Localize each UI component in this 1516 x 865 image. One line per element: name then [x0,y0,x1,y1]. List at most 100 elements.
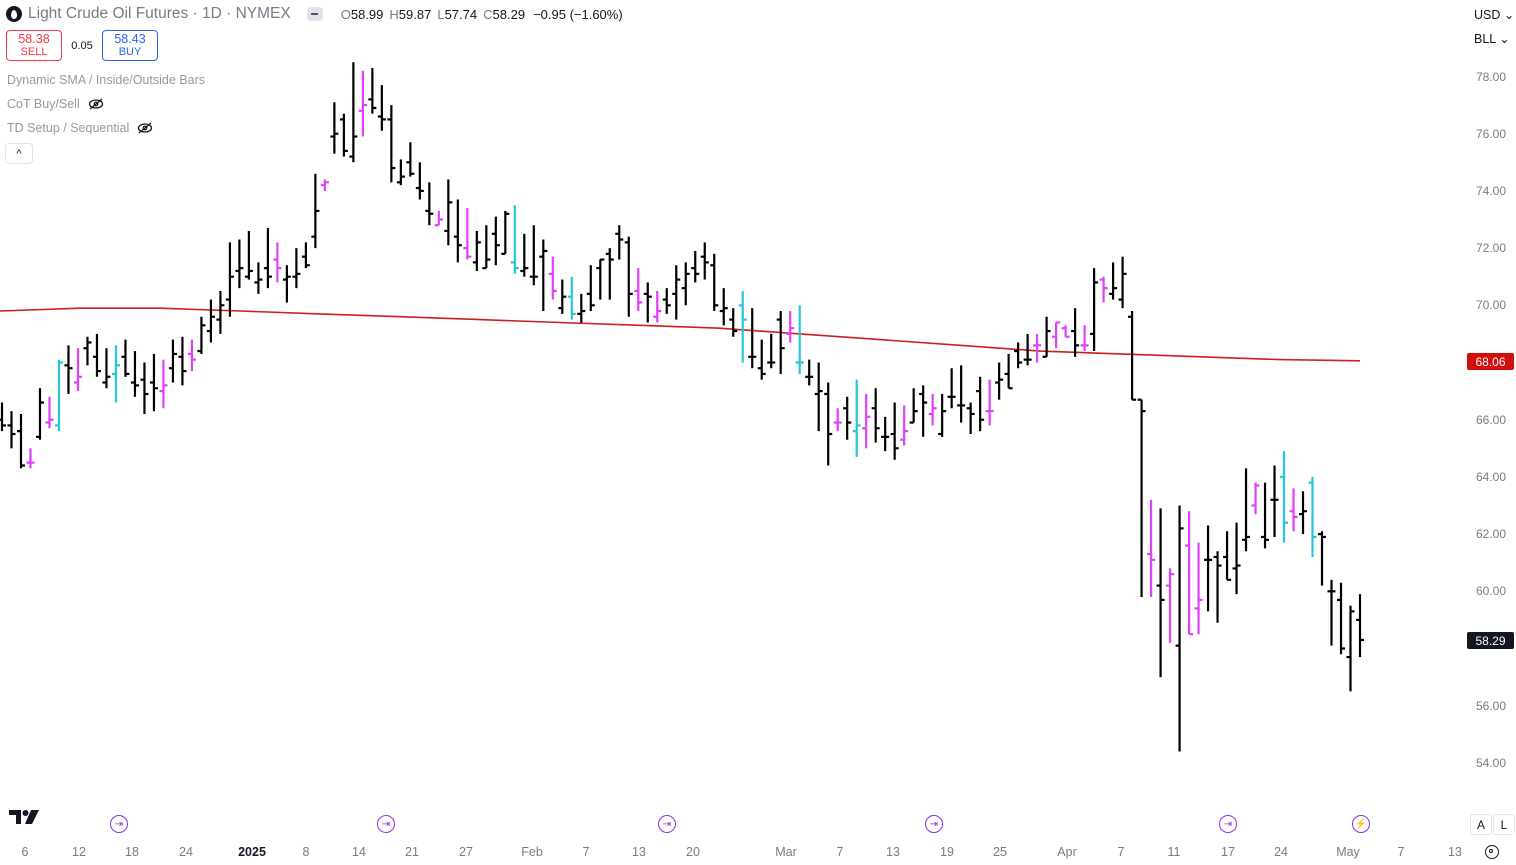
event-icon[interactable]: ⇥ [377,815,395,833]
ohlc-bar [653,291,662,323]
ohlc-bar [387,105,396,183]
spread-value: 0.05 [71,39,93,52]
gear-icon[interactable] [1485,845,1499,859]
ohlc-bar [1071,308,1080,357]
indicator-label: TD Setup / Sequential [7,121,130,135]
ohlc-bar [1327,579,1336,646]
ohlc-bar [1232,522,1241,595]
ohlc-bar [814,362,823,432]
chart-pane[interactable] [0,0,1466,840]
ohlc-bar [92,333,101,377]
lightning-icon[interactable]: ⚡ [1352,815,1370,833]
ohlc-bar [444,179,453,246]
chevron-up-icon[interactable]: ^ [5,143,33,164]
ohlc-bar [415,162,424,200]
indicator-dynamic-sma[interactable]: Dynamic SMA / Inside/Outside Bars [7,73,205,87]
ohlc-bar [586,265,595,312]
time-tick-label: 20 [686,845,700,859]
ohlc-bar [871,388,880,443]
ohlc-bar [358,70,367,137]
ohlc-values: O58.99 H59.87 L57.74 C58.29 −0.95 (−1.60… [340,6,623,22]
event-icon[interactable]: ⇥ [110,815,128,833]
ohlc-bar [624,236,633,317]
ohlc-bar [1270,465,1279,537]
ohlc-bar [263,228,272,289]
indicator-cot[interactable]: CoT Buy/Sell [7,97,104,111]
ohlc-bar [928,393,937,426]
time-tick-label: 7 [1397,845,1405,859]
time-tick-label: 2025 [238,845,266,859]
ohlc-bar [824,382,833,466]
ohlc-bar [1289,488,1298,532]
ohlc-bar [634,268,643,312]
ohlc-bar [890,402,899,460]
ohlc-bar [558,279,567,314]
time-tick-label: 13 [886,845,900,859]
ohlc-bar [54,359,63,432]
ohlc-bar [529,225,538,286]
ohlc-bar [1204,525,1213,612]
ohlc-bar [786,311,795,343]
ohlc-bar [149,353,158,412]
ohlc-bar [482,225,491,270]
indicator-td-sequential[interactable]: TD Setup / Sequential [7,121,153,135]
price-tick-label: 70.00 [1476,298,1507,313]
time-tick-label: 25 [993,845,1007,859]
ohlc-bar [881,416,890,452]
ohlc-bar [206,299,215,343]
eye-crossed-icon[interactable] [88,98,104,110]
indicator-label: Dynamic SMA / Inside/Outside Bars [7,73,205,87]
time-tick-label: Apr [1057,845,1077,859]
ohlc-bar [938,393,947,437]
sell-button[interactable]: 58.38 SELL [6,30,62,61]
ohlc-bar [216,291,225,334]
log-scale-button[interactable]: L [1493,814,1515,835]
ohlc-bar [472,230,481,271]
ohlc-bar [168,339,177,383]
ohlc-bar [26,448,35,469]
price-tick-label: 60.00 [1476,584,1507,599]
ohlc-bar [102,348,111,389]
time-tick-label: 24 [179,845,193,859]
ohlc-bar [368,67,377,114]
ohlc-bar [235,239,244,289]
event-icon[interactable]: ⇥ [1219,815,1237,833]
symbol-title[interactable]: Light Crude Oil Futures · 1D · NYMEX [28,5,291,22]
currency-select[interactable]: USD ⌄ [1474,8,1515,22]
legend-collapse-button[interactable] [306,7,323,21]
ohlc-bar [662,288,671,314]
ohlc-bar [643,282,652,323]
ohlc-bar [520,233,529,277]
event-icon[interactable]: ⇥ [658,815,676,833]
time-tick-label: 17 [1221,845,1235,859]
ohlc-bar [491,216,500,266]
ohlc-bar [995,362,1004,400]
ohlc-bar [843,396,852,440]
ohlc-bar [510,205,519,274]
time-tick-label: 14 [352,845,366,859]
time-tick-label: May [1336,845,1360,859]
ohlc-bar [311,173,320,249]
tradingview-logo[interactable] [9,808,41,826]
price-tick-label: 76.00 [1476,126,1507,141]
ohlc-bar [577,293,586,323]
price-tick-label: 72.00 [1476,241,1507,256]
ohlc-bar [805,359,814,386]
unit-select[interactable]: BLL ⌄ [1474,32,1510,46]
ohlc-bar [1033,333,1042,363]
ohlc-bar [852,379,861,457]
buy-button[interactable]: 58.43 BUY [102,30,158,61]
ohlc-bar [596,258,605,300]
ohlc-bar [453,199,462,263]
ohlc-bar [681,262,690,306]
event-icon[interactable]: ⇥ [925,815,943,833]
change-value: −0.95 (−1.60%) [533,6,623,22]
auto-scale-button[interactable]: A [1470,814,1492,835]
eye-crossed-icon[interactable] [137,122,153,134]
ohlc-bar [719,288,728,326]
ohlc-bar [1099,276,1108,303]
time-tick-label: 11 [1167,845,1181,859]
ohlc-bar [1251,482,1260,515]
ohlc-bar [406,142,415,177]
time-tick-label: 7 [836,845,844,859]
